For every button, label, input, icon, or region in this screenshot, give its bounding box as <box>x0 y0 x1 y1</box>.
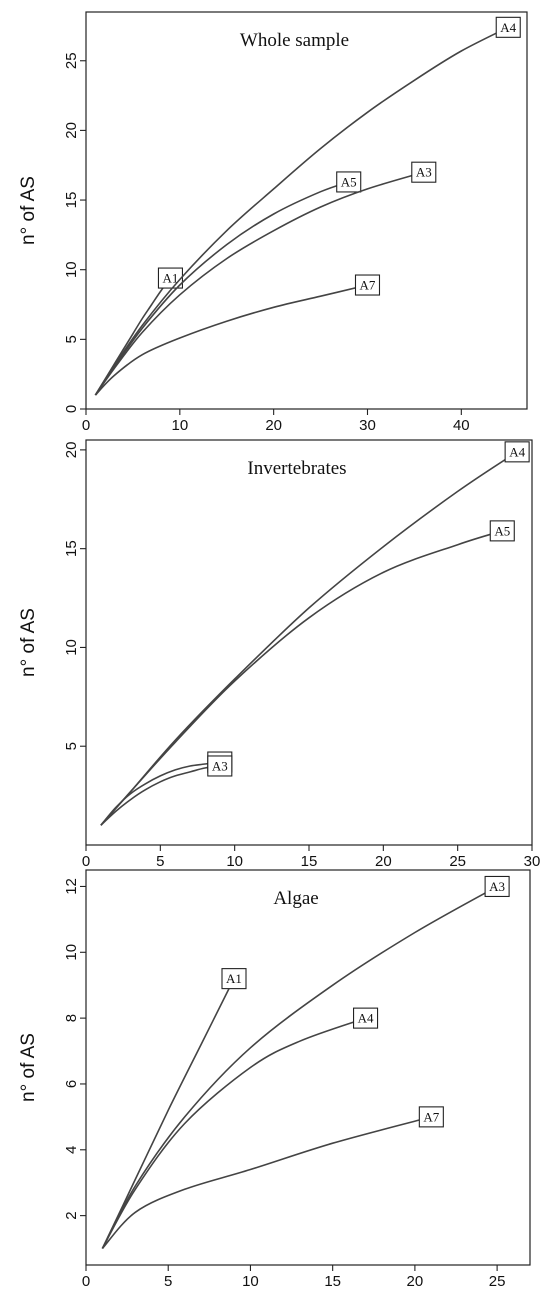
series-label-box <box>484 875 510 898</box>
series-label-box <box>411 161 437 183</box>
x-tick-label: 5 <box>156 853 164 870</box>
x-tick-label: 10 <box>242 1273 259 1290</box>
series-label-a5: A5 <box>336 171 362 193</box>
series-line-a4 <box>101 1017 366 1249</box>
series-label-text: A7 <box>423 1109 439 1124</box>
series-label-text: A4 <box>500 20 516 35</box>
x-tick-label: 0 <box>82 1273 90 1290</box>
plot-frame <box>85 11 528 410</box>
series-label-text: A1 <box>226 971 242 986</box>
series-line-a3 <box>101 885 498 1249</box>
x-tick-label: 30 <box>359 417 376 434</box>
chart-title: Invertebrates <box>247 458 346 479</box>
series-label-text: A4 <box>509 444 525 459</box>
series-label-a7: A7 <box>418 1106 444 1128</box>
series-label-text: A3 <box>489 879 505 894</box>
series-label-box <box>353 1007 379 1029</box>
series-label-a3: A3 <box>411 161 437 183</box>
x-tick-label: 0 <box>82 853 90 870</box>
series-label-text: A5 <box>341 174 357 189</box>
y-tick-label: 10 <box>63 639 80 656</box>
y-tick-label: 6 <box>63 1080 80 1088</box>
x-tick-label: 40 <box>453 417 470 434</box>
x-tick-label: 20 <box>407 1273 424 1290</box>
x-tick-label: 25 <box>449 853 466 870</box>
series-line-a5 <box>94 181 349 396</box>
series-label-box <box>354 274 381 296</box>
x-tick-label: 0 <box>82 417 90 434</box>
series-label-a4: A4 <box>353 1007 379 1029</box>
series-label-text: A4 <box>358 1011 374 1026</box>
series-label-a4: A4 <box>504 441 530 463</box>
series-label-box <box>418 1106 444 1128</box>
chart-panel-3: 0 5 10 15 20 25 2 4 6 8 10 12 n° of AS Algae A1 A3 A4 A7 <box>18 869 531 1290</box>
x-tick-label: 15 <box>324 1273 341 1290</box>
series-line-a7 <box>100 761 220 826</box>
y-tick-label: 0 <box>63 405 80 413</box>
x-tick-label: 25 <box>489 1273 506 1290</box>
y-axis-label: n° of AS <box>18 1033 39 1102</box>
y-tick-label: 12 <box>63 878 80 895</box>
series-line-a4 <box>100 451 518 826</box>
series-label-a3: A3 <box>484 875 510 898</box>
series-line-a7 <box>94 284 368 396</box>
series-line-a4 <box>94 26 509 396</box>
y-axis-label: n° of AS <box>18 608 39 677</box>
series-label-text: A1 <box>163 271 179 286</box>
series-label-box <box>207 755 233 777</box>
chart-title: Whole sample <box>240 30 349 51</box>
series-label-text: A3 <box>212 758 228 773</box>
y-tick-label: 5 <box>63 742 80 750</box>
series-line-a7 <box>101 1116 432 1250</box>
chart-panel-2: 0 5 10 15 20 25 30 5 10 15 20 n° of AS Invertebrates… <box>18 439 541 870</box>
series-line-a5 <box>100 530 503 826</box>
series-label-a5: A5 <box>489 520 515 542</box>
x-tick-label: 15 <box>301 853 318 870</box>
series-label-box <box>489 520 515 542</box>
series-label-box <box>495 16 521 38</box>
y-axis-label: n° of AS <box>18 176 39 245</box>
x-tick-label: 20 <box>265 417 282 434</box>
plot-frame <box>85 869 531 1266</box>
y-tick-label: 10 <box>63 944 80 961</box>
series-label-text: A3 <box>416 165 432 180</box>
y-tick-label: 25 <box>63 52 80 69</box>
y-tick-label: 20 <box>63 442 80 459</box>
y-tick-label: 2 <box>63 1211 80 1219</box>
x-tick-label: 10 <box>226 853 243 870</box>
x-tick-label: 10 <box>171 417 188 434</box>
y-tick-label: 15 <box>63 540 80 557</box>
series-label-box <box>221 968 247 990</box>
chart-panel-1: 0 10 20 30 40 0 5 10 15 20 25 n° of AS Whole sample A… <box>18 11 528 434</box>
chart-title: Algae <box>273 888 318 909</box>
y-tick-label: 4 <box>63 1146 80 1154</box>
plot-frame <box>85 439 533 846</box>
y-tick-label: 10 <box>63 261 80 278</box>
y-tick-label: 20 <box>63 122 80 139</box>
series-label-a7: A7 <box>354 274 381 296</box>
y-tick-label: 5 <box>63 335 80 343</box>
series-label-a3: A3 <box>207 755 233 777</box>
series-line-a3 <box>94 171 425 396</box>
y-tick-label: 8 <box>63 1014 80 1022</box>
series-label-text: A7 <box>360 278 376 293</box>
y-tick-label: 15 <box>63 192 80 209</box>
series-label-a1: A1 <box>221 968 247 990</box>
series-label-text: A5 <box>494 523 510 538</box>
x-tick-label: 5 <box>164 1273 172 1290</box>
series-label-box <box>504 441 530 463</box>
series-label-a4: A4 <box>495 16 521 38</box>
x-tick-label: 30 <box>524 853 541 870</box>
x-tick-label: 20 <box>375 853 392 870</box>
series-line-a3 <box>100 765 220 826</box>
series-label-box <box>336 171 362 193</box>
series-line-a1 <box>101 978 235 1249</box>
